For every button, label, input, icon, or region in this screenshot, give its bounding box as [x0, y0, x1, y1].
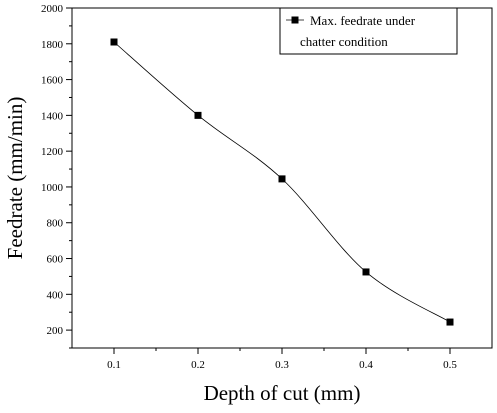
x-axis-title: Depth of cut (mm)	[204, 381, 361, 405]
y-tick-label: 2000	[41, 3, 64, 15]
data-point-marker	[194, 111, 202, 119]
y-tick-label: 1800	[41, 39, 64, 51]
y-tick-label: 600	[47, 254, 64, 266]
y-tick-label: 1000	[41, 182, 64, 194]
y-tick-label: 1200	[41, 146, 64, 158]
legend: Max. feedrate under chatter condition	[279, 7, 458, 55]
data-point-marker	[446, 318, 454, 326]
plot-area: 0.1 0.2 0.3 0.4 0.5 200 400 600 800 1000 1200 1400…	[41, 3, 493, 371]
x-tick-label: 0.3	[275, 359, 289, 371]
y-tick-label: 1400	[41, 110, 64, 122]
x-tick-label: 0.5	[443, 359, 457, 371]
data-point-marker	[362, 268, 370, 276]
y-tick-label: 1600	[41, 75, 64, 87]
x-tick-label: 0.2	[191, 359, 205, 371]
x-axis: 0.1 0.2 0.3 0.4 0.5	[107, 348, 457, 371]
legend-label-line-2: chatter condition	[300, 34, 388, 49]
legend-label-line-1: Max. feedrate under	[310, 13, 416, 28]
data-point-marker	[110, 38, 118, 46]
data-point-marker	[278, 175, 286, 183]
y-axis: 200 400 600 800 1000 1200 1400 1600 1800 2000	[41, 3, 72, 349]
y-tick-label: 400	[47, 289, 64, 301]
legend-marker-icon	[291, 16, 299, 24]
series-markers	[110, 38, 454, 326]
legend-box	[279, 7, 458, 55]
x-tick-label: 0.1	[107, 359, 121, 371]
y-axis-title: Feedrate (mm/min)	[3, 97, 27, 260]
y-tick-label: 800	[47, 218, 64, 230]
y-tick-label: 200	[47, 325, 64, 337]
x-tick-label: 0.4	[359, 359, 373, 371]
